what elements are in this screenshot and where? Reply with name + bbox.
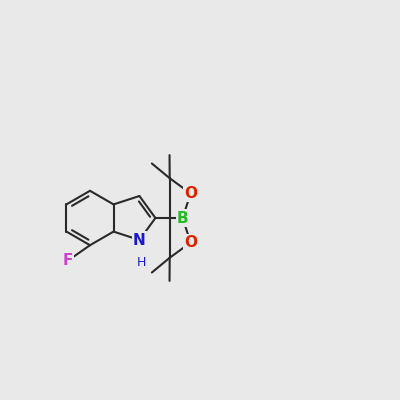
Text: O: O: [184, 186, 197, 201]
Text: O: O: [184, 235, 197, 250]
Text: B: B: [177, 210, 188, 226]
Text: N: N: [133, 232, 146, 248]
Text: F: F: [62, 253, 73, 268]
Text: H: H: [137, 256, 146, 268]
